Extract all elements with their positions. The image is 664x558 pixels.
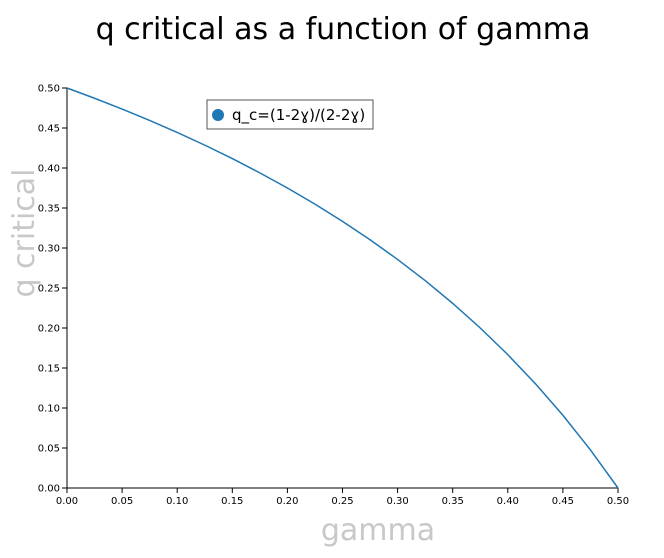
legend-box (206, 99, 374, 130)
x-tick-label: 0.30 (386, 496, 408, 507)
y-tick-label: 0.50 (38, 84, 60, 95)
x-axis: 0.00 0.05 0.10 0.15 0.20 0.25 0.30 0.35 0.40 0.45… (56, 487, 629, 507)
y-tick-label: 0.10 (38, 404, 60, 415)
x-tick-label: 0.45 (552, 496, 574, 507)
x-tick-label: 0.00 (56, 496, 78, 507)
x-tick-label: 0.10 (166, 496, 188, 507)
y-tick-label: 0.05 (38, 444, 60, 455)
legend-entry: q_c=(1-2ɣ)/(2-2ɣ) (232, 106, 365, 125)
y-tick-label: 0.00 (38, 484, 60, 495)
y-axis: 0.00 0.05 0.10 0.15 0.20 0.25 0.30 0.35 0.40 0.45… (38, 84, 68, 495)
x-tick-label: 0.40 (497, 496, 519, 507)
chart-title: q critical as a function of gamma (96, 12, 591, 47)
y-tick-label: 0.35 (38, 204, 60, 215)
y-axis-label: q critical (7, 168, 42, 297)
series-layer (66, 87, 619, 489)
x-tick-label: 0.05 (111, 496, 133, 507)
y-tick-label: 0.25 (38, 284, 60, 295)
legend-marker (212, 109, 224, 121)
y-tick-label: 0.15 (38, 364, 60, 375)
x-tick-label: 0.25 (331, 496, 353, 507)
y-tick-label: 0.20 (38, 324, 60, 335)
x-axis-label: gamma (321, 513, 435, 548)
y-tick-label: 0.40 (38, 164, 60, 175)
y-tick-label: 0.30 (38, 244, 60, 255)
x-tick-label: 0.20 (276, 496, 298, 507)
legend: q_c=(1-2ɣ)/(2-2ɣ) (206, 99, 374, 130)
x-tick-label: 0.35 (442, 496, 464, 507)
y-tick-label: 0.45 (38, 124, 60, 135)
x-tick-label: 0.50 (607, 496, 629, 507)
x-tick-label: 0.15 (221, 496, 243, 507)
series-line (66, 87, 619, 489)
